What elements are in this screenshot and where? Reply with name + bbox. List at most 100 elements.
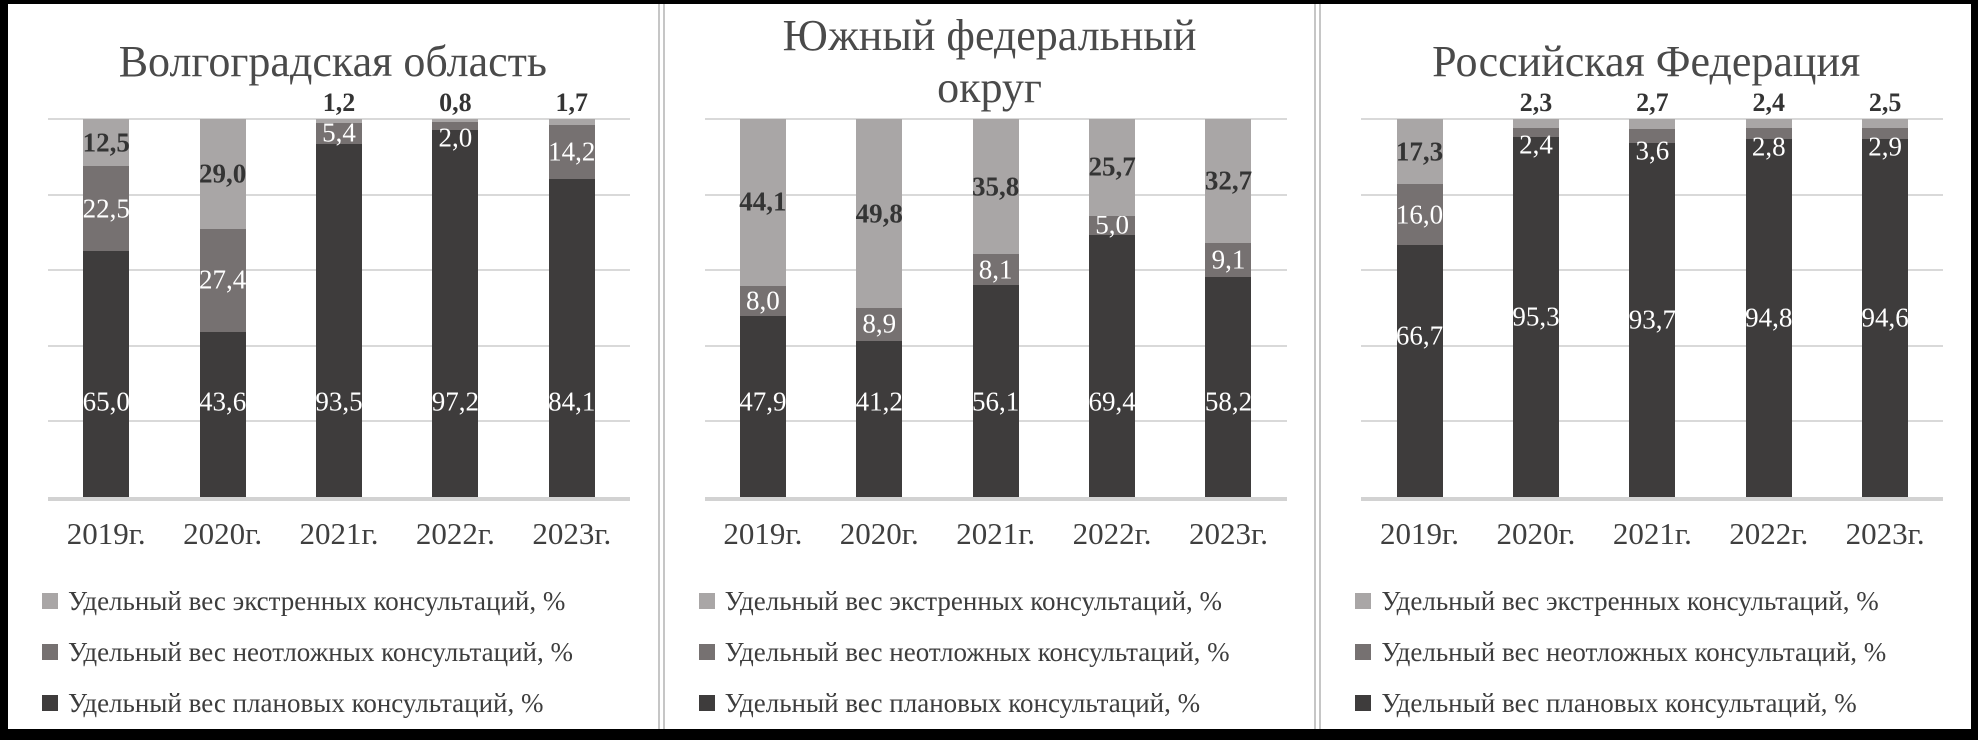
x-axis-label: 2022г. xyxy=(415,516,495,551)
bar-value-label-emergency: 2,3 xyxy=(1519,88,1553,117)
bar-value-label-urgent: 2,9 xyxy=(1868,131,1903,162)
x-axis-labels: 2019г. 2020г. 2021г. 2022г. 2023г. xyxy=(705,510,1287,556)
bar-segment-urgent xyxy=(548,125,595,180)
chart-title-southern-fd: Южный федеральный округ xyxy=(665,10,1315,114)
legend-row-urgent: Удельный вес неотложных консультаций, % xyxy=(698,637,1311,667)
x-axis-label: 2022г. xyxy=(1729,516,1809,551)
x-axis-label: 2023г. xyxy=(1845,516,1925,551)
bar-segment-planned xyxy=(548,179,595,497)
panel-divider xyxy=(1314,4,1322,729)
bar-value-label-emergency: 1,2 xyxy=(322,88,356,117)
chart-title-line: Южный федеральный xyxy=(782,11,1197,61)
bar-value-label-planned: 93,5 xyxy=(315,386,363,417)
bar-segment-emergency xyxy=(1629,119,1676,130)
bar-segment-emergency xyxy=(1862,119,1909,129)
legend-label-planned: Удельный вес плановых консультаций, % xyxy=(724,687,1201,718)
chart-title-line: Российская Федерация xyxy=(1432,37,1861,87)
bar-value-label-urgent: 8,9 xyxy=(862,308,897,339)
bar-segment-planned xyxy=(199,332,246,497)
bar-segment-urgent xyxy=(1862,128,1909,140)
legend-marker-emergency-icon xyxy=(698,593,715,609)
bar-value-label-emergency: 17,3 xyxy=(1395,136,1444,167)
bar-value-label-planned: 95,3 xyxy=(1512,301,1560,332)
legend-label-planned: Удельный вес плановых консультаций, % xyxy=(68,687,544,718)
gridline-100 xyxy=(704,118,1287,120)
legend-label-emergency: Удельный вес экстренных консультаций, % xyxy=(724,585,1223,616)
legend-marker-planned-icon xyxy=(1355,695,1372,711)
gridline-100 xyxy=(1361,118,1944,120)
bar-value-label-planned: 93,7 xyxy=(1628,304,1676,335)
x-axis-label: 2021г. xyxy=(299,516,379,551)
plot-area: 66,7 16,0 17,3 95,3 2,4 2,3 93,7 3,6 2,7 94,8 2,8 2… xyxy=(1361,90,1944,501)
legend-row-urgent: Удельный вес неотложных консультаций, % xyxy=(42,637,654,667)
legend-row-emergency: Удельный вес экстренных консультаций, % xyxy=(42,586,654,616)
bar-value-label-urgent: 14,2 xyxy=(548,136,596,167)
bar-segment-urgent xyxy=(1629,129,1676,143)
bar-value-label-planned: 69,4 xyxy=(1088,386,1136,417)
bar-value-label-planned: 84,1 xyxy=(548,386,596,417)
x-axis-labels: 2019г. 2020г. 2021г. 2022г. 2023г. xyxy=(48,510,630,556)
bar-segment-emergency xyxy=(972,119,1019,255)
bar-segment-planned xyxy=(972,284,1019,497)
bar-value-label-urgent: 9,1 xyxy=(1211,244,1246,275)
bar-value-label-urgent: 8,1 xyxy=(978,254,1013,285)
legend-row-planned: Удельный вес плановых консультаций, % xyxy=(1355,688,1967,718)
bar-segment-urgent xyxy=(1396,184,1443,245)
bar-segment-planned xyxy=(1862,139,1909,497)
bar-segment-planned xyxy=(83,251,130,497)
x-axis-labels: 2019г. 2020г. 2021г. 2022г. 2023г. xyxy=(1361,510,1943,556)
legend-marker-emergency-icon xyxy=(42,593,58,609)
bar-segment-emergency xyxy=(856,119,903,308)
bar-segment-emergency xyxy=(1205,119,1252,243)
bar-segment-emergency xyxy=(1396,119,1443,185)
bar-value-label-urgent: 5,4 xyxy=(322,117,356,148)
chart-title-line: округ xyxy=(937,63,1042,112)
bar-value-label-emergency: 2,7 xyxy=(1636,88,1669,117)
legend: Удельный вес экстренных консультаций, % У… xyxy=(698,585,1311,729)
bar-value-label-emergency: 25,7 xyxy=(1088,151,1136,182)
bar-segment-urgent xyxy=(199,228,246,333)
legend: Удельный вес экстренных консультаций, % У… xyxy=(42,586,654,729)
bar-segment-planned xyxy=(316,143,362,497)
bar-segment-emergency xyxy=(1745,119,1792,129)
legend-marker-planned-icon xyxy=(698,695,715,711)
bar-value-label-emergency: 49,8 xyxy=(855,198,903,228)
chart-panel-russian-federation: Российская Федерация 66,7 16,0 17,3 95,3 2,4… xyxy=(1321,4,1971,729)
bar-segment-planned xyxy=(1745,138,1792,497)
panel-divider xyxy=(657,4,665,729)
bar-segment-planned xyxy=(1396,244,1443,497)
bar-value-label-urgent: 2,4 xyxy=(1519,129,1553,160)
x-axis-label: 2022г. xyxy=(1072,516,1152,551)
legend-label-planned: Удельный вес плановых консультаций, % xyxy=(1381,687,1857,718)
plot-area: 47,9 8,0 44,1 41,2 8,9 49,8 56,1 8,1 35,8 69,4 5,0… xyxy=(704,118,1287,501)
bar-segment-emergency xyxy=(548,119,595,126)
chart-title-line: Волгоградская область xyxy=(118,37,547,87)
legend-label-urgent: Удельный вес неотложных консультаций, % xyxy=(68,636,573,667)
bar-segment-urgent xyxy=(856,307,903,342)
bar-value-label-planned: 43,6 xyxy=(198,386,247,417)
bar-value-label-planned: 41,2 xyxy=(855,386,903,417)
bar-value-label-emergency: 2,5 xyxy=(1868,88,1902,117)
bar-segment-urgent xyxy=(1512,127,1559,137)
bar-value-label-planned: 56,1 xyxy=(972,386,1020,417)
bar-segment-urgent xyxy=(1089,215,1136,235)
chart-panel-volgograd-oblast: Волгоградская область 65,0 22,5 12,5 43,6 27… xyxy=(8,4,658,729)
bar-segment-urgent xyxy=(739,285,786,316)
bar-value-label-emergency: 12,5 xyxy=(82,127,130,158)
bar-value-label-planned: 65,0 xyxy=(82,386,130,417)
bar-segment-urgent xyxy=(316,123,362,144)
bar-segment-planned xyxy=(432,129,479,497)
bar-segment-emergency xyxy=(432,119,479,123)
legend-row-emergency: Удельный вес экстренных консультаций, % xyxy=(1355,586,1967,616)
bar-value-label-emergency: 32,7 xyxy=(1204,165,1253,196)
bar-segment-emergency xyxy=(739,119,786,286)
bar-value-label-urgent: 2,0 xyxy=(438,122,473,153)
bar-segment-planned xyxy=(1629,142,1676,497)
bar-segment-emergency xyxy=(1089,118,1136,216)
bar-value-label-emergency: 29,0 xyxy=(198,158,247,189)
x-axis-label: 2020г. xyxy=(839,516,919,551)
legend-marker-urgent-icon xyxy=(1355,644,1372,660)
bar-value-label-urgent: 27,4 xyxy=(198,264,247,295)
x-axis-label: 2020г. xyxy=(1496,516,1576,551)
